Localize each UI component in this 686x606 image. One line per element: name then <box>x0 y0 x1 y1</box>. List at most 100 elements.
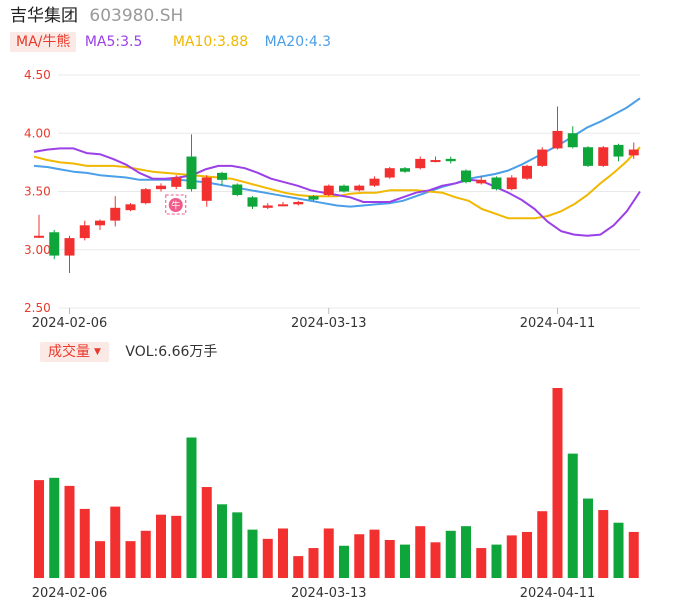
y-tick-label: 4.00 <box>24 126 51 140</box>
candle-body <box>583 147 593 166</box>
candle <box>278 201 288 207</box>
volume-bar <box>476 548 487 578</box>
volume-bar <box>628 531 639 578</box>
candle <box>232 183 243 197</box>
volume-bar <box>49 477 60 578</box>
candle-body <box>476 179 487 184</box>
ma-legend: MA/牛熊 MA5:3.5 MA10:3.88 MA20:4.3 <box>10 30 331 54</box>
candle-body <box>369 178 380 186</box>
volume-indicator-selector[interactable]: 成交量 ▼ <box>40 342 109 362</box>
candle <box>552 106 563 150</box>
volume-bar <box>567 453 578 578</box>
candle-body <box>354 185 365 191</box>
candle-body <box>491 177 502 190</box>
candle-body <box>323 185 334 195</box>
volume-bar <box>171 515 182 578</box>
candle <box>583 146 593 168</box>
caret-down-icon: ▼ <box>94 347 101 357</box>
candle <box>369 176 380 187</box>
candle <box>110 196 121 227</box>
ma-indicator-selector[interactable]: MA/牛熊 <box>10 32 77 52</box>
candle <box>415 156 426 170</box>
candle-body <box>262 205 273 208</box>
stock-name: 吉华集团 <box>10 6 78 26</box>
bull-marker-icon: 牛 <box>165 194 187 215</box>
volume-x-tick-label: 2024-02-06 <box>32 586 108 601</box>
candle-body <box>110 207 121 221</box>
volume-bar <box>613 522 624 578</box>
volume-bar <box>201 487 212 578</box>
candle-body <box>79 225 90 239</box>
price-chart[interactable]: 2.50 3.00 3.50 4.00 4.50 2024-02-06 2024-03-13… <box>0 0 686 340</box>
marker-frame <box>165 194 187 215</box>
ma10-legend: MA10:3.88 <box>172 34 249 50</box>
candle <box>323 184 334 197</box>
ma20-legend: MA20:4.3 <box>264 34 332 50</box>
y-tick-label: 3.50 <box>24 185 51 199</box>
candle <box>79 220 90 241</box>
volume-bar <box>186 437 197 578</box>
candle <box>201 175 212 207</box>
candle-body <box>201 177 212 201</box>
candle-body <box>156 185 166 190</box>
candle-body <box>461 170 471 183</box>
y-tick-label: 3.00 <box>24 243 51 257</box>
volume-bar <box>598 510 609 578</box>
candle <box>293 200 304 206</box>
volume-x-tick-label: 2024-03-13 <box>291 586 367 601</box>
volume-bar <box>537 511 548 578</box>
ma20-line <box>33 97 641 208</box>
candle-body <box>415 158 426 169</box>
candle <box>95 219 105 230</box>
candle-body <box>125 204 136 211</box>
candle-body <box>537 149 548 166</box>
candle <box>613 143 624 162</box>
volume-bar <box>278 528 288 578</box>
candle-body <box>445 158 456 162</box>
candle-body <box>34 235 44 238</box>
candle-body <box>186 156 197 190</box>
volume-bar <box>522 531 532 578</box>
volume-bar <box>156 514 166 578</box>
volume-bar <box>339 545 349 578</box>
candle-body <box>506 177 517 190</box>
volume-bar <box>369 529 380 578</box>
candle <box>628 142 639 159</box>
candle <box>262 203 273 209</box>
candle <box>491 176 502 191</box>
y-tick-label: 2.50 <box>24 301 51 315</box>
candle <box>476 176 487 185</box>
candle <box>567 126 578 149</box>
candle <box>156 183 166 192</box>
volume-bar <box>400 544 410 578</box>
volume-bar <box>506 535 517 578</box>
volume-value: VOL:6.66万手 <box>125 344 218 360</box>
volume-bar <box>583 498 593 578</box>
volume-bar <box>247 529 258 578</box>
candle <box>384 167 395 179</box>
stock-code: 603980.SH <box>89 6 184 26</box>
candle <box>34 214 44 239</box>
candle-body <box>567 133 578 148</box>
ma5-line <box>33 147 641 237</box>
volume-bar <box>125 541 136 578</box>
marker-label: 牛 <box>171 200 180 212</box>
volume-x-tick-label: 2024-04-11 <box>520 586 596 601</box>
candle-body <box>171 177 182 187</box>
volume-bar <box>415 526 426 578</box>
volume-bar <box>308 548 319 578</box>
candle <box>522 164 532 180</box>
candle <box>430 156 441 163</box>
candle-body <box>64 238 75 256</box>
x-tick-label: 2024-04-11 <box>520 316 596 331</box>
candle-body <box>95 220 105 226</box>
candle <box>339 184 349 193</box>
candle <box>217 171 227 186</box>
candle-body <box>430 160 441 163</box>
candle <box>64 235 75 274</box>
candle <box>49 229 60 260</box>
candle-body <box>217 172 227 180</box>
candle-body <box>247 197 258 207</box>
marker-dot <box>168 198 183 212</box>
candle-body <box>384 168 395 178</box>
